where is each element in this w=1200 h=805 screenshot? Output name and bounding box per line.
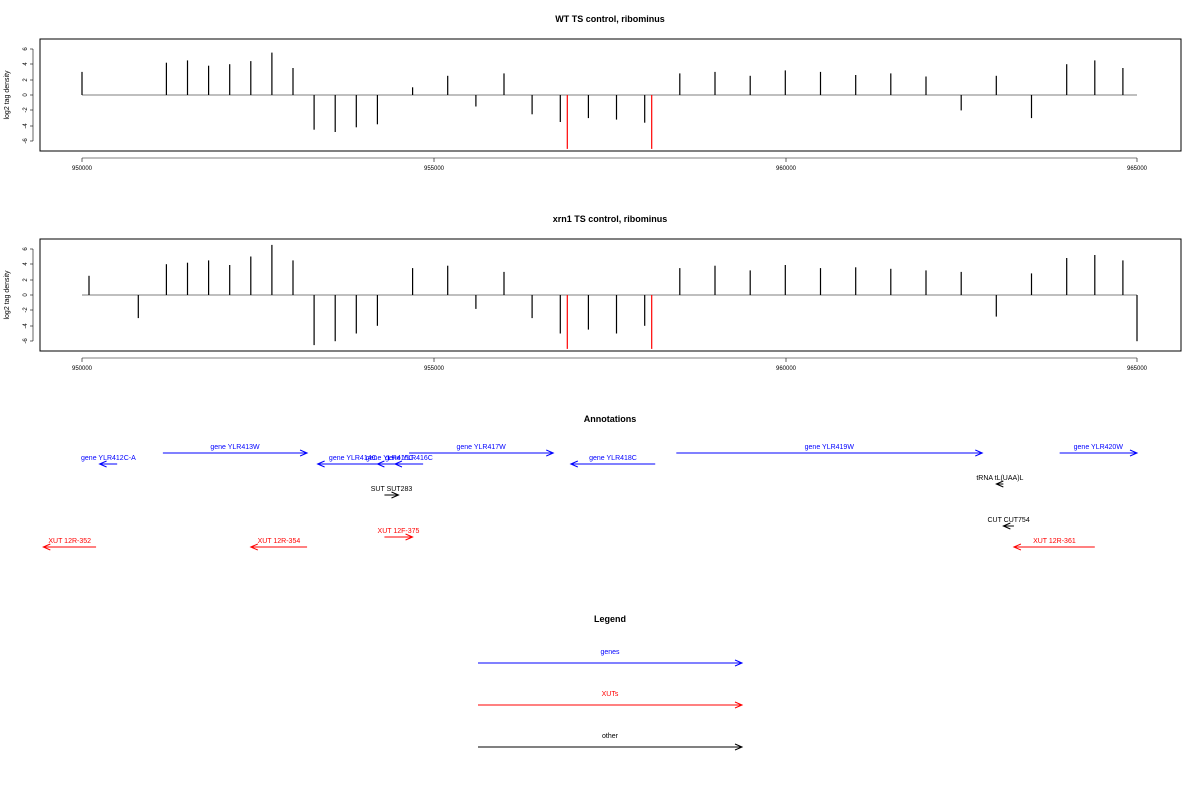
feature-other: CUT CUT754 xyxy=(987,517,1030,530)
feature-arrow-head xyxy=(546,449,555,457)
feature-xut: XUT 12R-352 xyxy=(42,538,97,551)
feature-arrow-head xyxy=(42,543,51,551)
feature-label: XUT 12R-361 xyxy=(1033,538,1076,545)
feature-xut: XUT 12R-354 xyxy=(249,538,308,551)
feature-label: gene YLR412C-A xyxy=(81,455,136,462)
feature-label: gene YLR419W xyxy=(805,444,855,451)
y-tick-label: 6 xyxy=(23,47,29,51)
legend-label: other xyxy=(602,733,619,740)
feature-other: SUT SUT283 xyxy=(371,486,413,499)
x-tick-label: 965000 xyxy=(1127,166,1148,172)
y-tick-label: 0 xyxy=(23,293,29,297)
x-tick-label: 955000 xyxy=(424,366,445,372)
legend-item-other: other xyxy=(478,733,744,751)
feature-label: CUT CUT754 xyxy=(987,517,1029,524)
feature-gene: gene YLR418C xyxy=(569,455,656,468)
legend-arrow-head xyxy=(734,659,744,667)
feature-gene: gene YLR413W xyxy=(162,444,309,457)
y-tick-label: 4 xyxy=(23,62,29,66)
legend-items: genes XUTs other xyxy=(478,649,744,751)
feature-arrow-head xyxy=(1012,543,1022,551)
signal-bars xyxy=(88,244,1138,349)
y-tick-label: 2 xyxy=(23,278,29,282)
y-tick-label: -4 xyxy=(23,123,29,129)
feature-arrow-head xyxy=(1129,449,1139,457)
track-title: WT TS control, ribominus xyxy=(555,14,665,24)
y-axis: 6 4 2 0 -2 -4 -6 xyxy=(23,247,34,344)
legend-arrow-head xyxy=(734,701,744,709)
feature-gene: gene YLR412C-A xyxy=(81,455,136,468)
feature-xut: XUT 12R-361 xyxy=(1012,538,1095,551)
x-tick-label: 960000 xyxy=(776,366,797,372)
track-title: xrn1 TS control, ribominus xyxy=(553,214,668,224)
y-tick-label: -4 xyxy=(23,323,29,329)
plot-frame xyxy=(39,238,1182,352)
x-tick-label: 950000 xyxy=(72,166,93,172)
feature-label: gene YLR418C xyxy=(589,455,637,462)
y-tick-label: -6 xyxy=(23,138,29,144)
y-tick-label: -2 xyxy=(23,307,29,313)
x-tick-label: 965000 xyxy=(1127,366,1148,372)
feature-xut: XUT 12F-375 xyxy=(378,528,420,541)
legend-label: XUTs xyxy=(602,691,619,698)
feature-arrow-head xyxy=(316,460,325,468)
feature-other: tRNA tL(UAA)L xyxy=(976,475,1024,488)
feature-label: gene YLR417W xyxy=(456,444,506,451)
track-xrn1: xrn1 TS control, ribominus log2 tag dens… xyxy=(4,214,1182,372)
y-tick-label: 2 xyxy=(23,78,29,82)
feature-arrow-head xyxy=(405,533,414,541)
feature-gene: gene YLR417W xyxy=(409,444,555,457)
feature-gene: gene YLR419W xyxy=(676,444,984,457)
y-tick-label: 4 xyxy=(23,262,29,266)
annotations-panel: Annotations gene YLR412C-A gene YLR413W ge… xyxy=(42,414,1139,551)
legend-title: Legend xyxy=(594,614,626,624)
feature-arrow-head xyxy=(391,491,400,499)
feature-gene: gene YLR416C xyxy=(385,455,433,468)
legend-item-xut: XUTs xyxy=(478,691,744,709)
legend-label: genes xyxy=(600,649,620,656)
feature-arrow-head xyxy=(299,449,309,457)
feature-arrow-head xyxy=(975,449,984,457)
legend-arrow-head xyxy=(734,743,744,751)
feature-arrow-head xyxy=(98,460,107,468)
x-tick-label: 950000 xyxy=(72,366,93,372)
y-tick-label: -6 xyxy=(23,338,29,344)
feature-arrow-head xyxy=(393,460,403,468)
y-axis-label: log2 tag density xyxy=(4,70,11,120)
feature-gene: gene YLR420W xyxy=(1059,444,1139,457)
feature-label: gene YLR416C xyxy=(385,455,433,462)
feature-label: SUT SUT283 xyxy=(371,486,413,493)
y-axis: 6 4 2 0 -2 -4 -6 xyxy=(23,47,34,144)
y-axis-label: log2 tag density xyxy=(4,270,11,320)
feature-label: tRNA tL(UAA)L xyxy=(976,475,1023,482)
feature-arrow-head xyxy=(995,480,1004,488)
y-tick-label: 0 xyxy=(23,93,29,97)
feature-label: XUT 12R-354 xyxy=(258,538,301,545)
feature-label: gene YLR420W xyxy=(1074,444,1124,451)
feature-label: XUT 12R-352 xyxy=(48,538,91,545)
feature-arrow-head xyxy=(569,460,579,468)
annotations-title: Annotations xyxy=(584,414,637,424)
x-tick-label: 955000 xyxy=(424,166,445,172)
x-axis: 950000 955000 960000 965000 xyxy=(72,357,1148,372)
feature-label: gene YLR413W xyxy=(210,444,260,451)
feature-label: gene YLR414C xyxy=(329,455,377,462)
feature-arrow-head xyxy=(1002,522,1011,530)
feature-arrow-head xyxy=(249,543,258,551)
x-tick-label: 960000 xyxy=(776,166,797,172)
legend-panel: Legend genes XUTs other xyxy=(478,614,744,751)
y-tick-label: -2 xyxy=(23,107,29,113)
feature-label: XUT 12F-375 xyxy=(378,528,420,535)
plot-frame xyxy=(39,38,1182,152)
y-tick-label: 6 xyxy=(23,247,29,251)
x-axis: 950000 955000 960000 965000 xyxy=(72,157,1148,172)
feature-label: gene YLR415C xyxy=(366,455,414,462)
signal-bars xyxy=(81,52,1124,149)
legend-item-gene: genes xyxy=(478,649,744,667)
track-wt: WT TS control, ribominus log2 tag densit… xyxy=(4,14,1182,172)
feature-arrow-head xyxy=(376,460,385,468)
